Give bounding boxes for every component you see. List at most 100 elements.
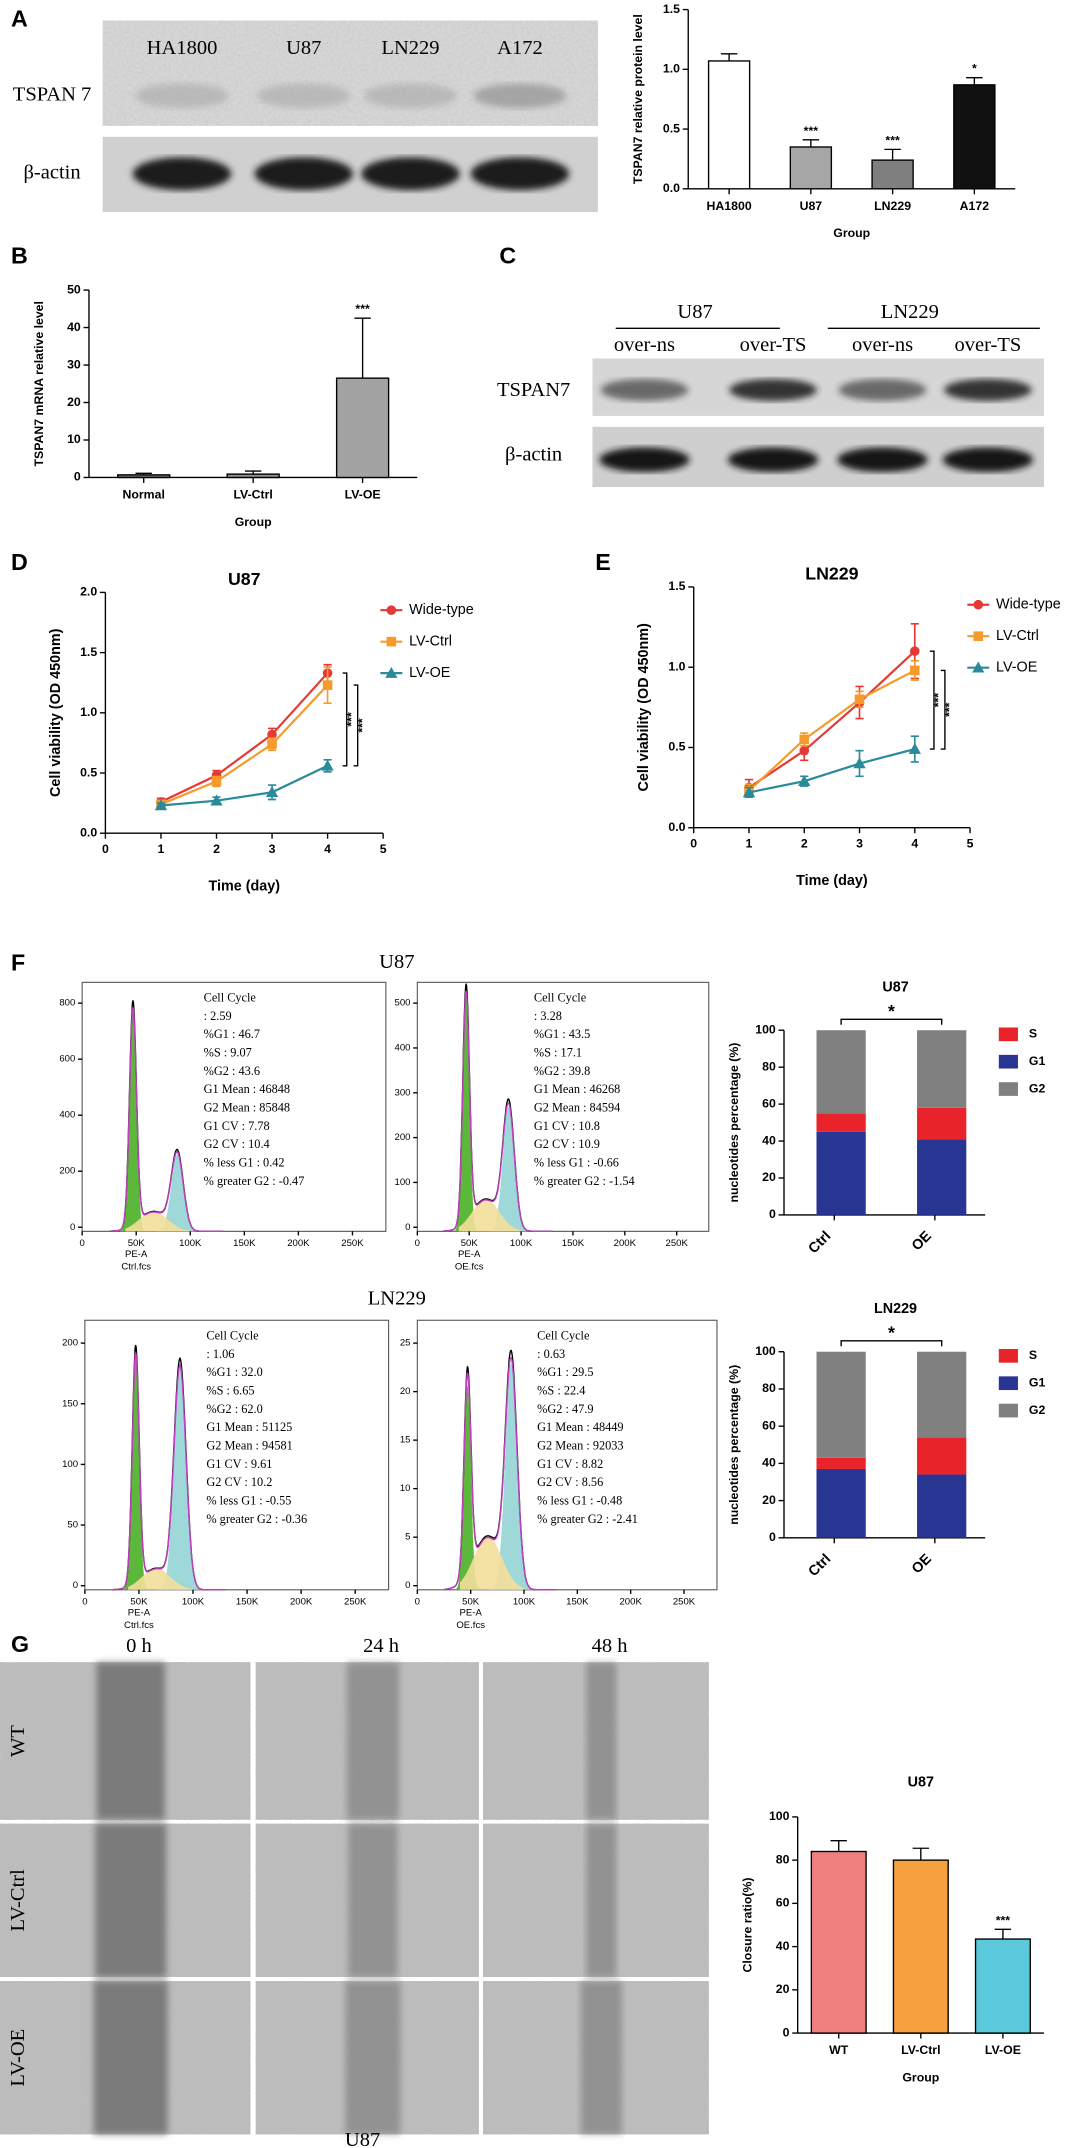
x-tick-label: 250K bbox=[666, 1238, 689, 1249]
g1-area bbox=[448, 994, 485, 1232]
lane-label: over-ns bbox=[852, 334, 913, 356]
file-name: OE.fcs bbox=[456, 1620, 485, 1631]
panel-letter: A bbox=[11, 6, 28, 32]
y-tick-label: 1.5 bbox=[668, 579, 685, 593]
x-tick-label: 1 bbox=[158, 842, 165, 856]
significance: * bbox=[888, 1323, 895, 1343]
fit-line bbox=[111, 1352, 226, 1591]
x-tick-label: 4 bbox=[324, 842, 331, 856]
bar-segment bbox=[917, 1107, 967, 1140]
bar bbox=[117, 474, 171, 479]
significance: *** bbox=[932, 693, 946, 708]
marker bbox=[322, 680, 333, 690]
stat-line: %G1 : 32.0 bbox=[206, 1365, 262, 1379]
flow-title: LN229 bbox=[368, 1287, 426, 1309]
y-tick-label: 500 bbox=[395, 998, 411, 1009]
sphase-area bbox=[460, 1535, 525, 1590]
bar bbox=[789, 146, 833, 190]
y-tick-label: 10 bbox=[67, 432, 81, 446]
y-tick-label: 60 bbox=[762, 1096, 776, 1110]
y-axis-label: Cell viability (OD 450nm) bbox=[636, 623, 652, 792]
row-label: TSPAN7 bbox=[497, 379, 570, 401]
panel-letter: G bbox=[11, 1631, 29, 1657]
line bbox=[160, 672, 329, 803]
stat-line: Cell Cycle bbox=[534, 991, 587, 1005]
x-tick-label: U87 bbox=[800, 199, 823, 213]
legend-label: LV-OE bbox=[996, 659, 1037, 675]
y-tick-label: 80 bbox=[762, 1381, 776, 1395]
panel-letter: D bbox=[11, 549, 28, 575]
x-tick-label: LN229 bbox=[874, 199, 911, 213]
stat-line: G2 Mean : 84594 bbox=[534, 1101, 620, 1115]
marker bbox=[265, 786, 279, 798]
y-tick-label: 60 bbox=[762, 1418, 776, 1432]
legend-label: G1 bbox=[1029, 1054, 1046, 1068]
stat-line: %G1 : 29.5 bbox=[537, 1365, 593, 1379]
stat-line: % less G1 : -0.66 bbox=[534, 1156, 619, 1170]
row-label: β-actin bbox=[23, 161, 80, 183]
lane-label: A172 bbox=[497, 37, 543, 59]
x-tick-label: 100K bbox=[182, 1597, 205, 1608]
x-tick-label: 0 bbox=[415, 1597, 420, 1608]
x-tick-label: LV-Ctrl bbox=[233, 488, 272, 502]
sphase-area bbox=[125, 1211, 191, 1232]
flow-title: U87 bbox=[379, 951, 414, 973]
stat-line: %S : 9.07 bbox=[204, 1046, 252, 1060]
stat-line: % less G1 : -0.48 bbox=[537, 1494, 622, 1508]
y-tick-label: 0 bbox=[73, 1580, 78, 1591]
y-tick-label: 0 bbox=[405, 1222, 410, 1233]
stat-line: % greater G2 : -0.36 bbox=[206, 1512, 307, 1526]
y-tick-label: 80 bbox=[776, 1852, 790, 1866]
row-label: TSPAN 7 bbox=[13, 83, 92, 105]
significance: * bbox=[888, 1001, 895, 1021]
y-tick-label: 1.0 bbox=[668, 659, 685, 673]
legend-marker bbox=[972, 661, 985, 673]
stat-line: : 0.63 bbox=[537, 1347, 565, 1361]
x-tick-label: WT bbox=[829, 2043, 849, 2057]
legend-label: LV-Ctrl bbox=[996, 628, 1039, 644]
row-label: LV-Ctrl bbox=[7, 1869, 29, 1932]
significance-bracket bbox=[840, 1018, 943, 1025]
y-tick-label: 40 bbox=[67, 320, 81, 334]
row-label: β-actin bbox=[505, 443, 562, 465]
y-tick-label: 1.0 bbox=[80, 705, 97, 719]
file-name: Ctrl.fcs bbox=[124, 1620, 154, 1631]
y-axis-label: TSPAN7 relative protein level bbox=[631, 14, 645, 184]
marker bbox=[798, 775, 811, 786]
significance-bracket bbox=[929, 650, 935, 750]
bar-segment bbox=[917, 1139, 967, 1215]
stat-line: G1 Mean : 46268 bbox=[534, 1082, 620, 1096]
legend-swatch bbox=[998, 1403, 1018, 1418]
stat-line: %G2 : 43.6 bbox=[204, 1064, 260, 1078]
y-axis-label: TSPAN7 mRNA relative level bbox=[32, 301, 46, 466]
legend-marker bbox=[385, 666, 398, 678]
bar bbox=[892, 1859, 949, 2034]
stat-line: %G2 : 39.8 bbox=[534, 1064, 590, 1078]
y-tick-label: 200 bbox=[62, 1338, 78, 1349]
marker bbox=[853, 757, 866, 769]
stat-line: Cell Cycle bbox=[537, 1329, 590, 1343]
x-tick-label: Normal bbox=[123, 488, 165, 502]
bar bbox=[953, 84, 996, 190]
y-tick-label: 0 bbox=[769, 1530, 776, 1544]
row-label: WT bbox=[7, 1725, 29, 1757]
bar-segment bbox=[816, 1131, 866, 1215]
bar bbox=[335, 377, 390, 479]
legend-marker bbox=[386, 636, 397, 647]
x-axis-label: Group bbox=[235, 515, 272, 529]
y-tick-label: 200 bbox=[395, 1132, 411, 1143]
y-tick-label: 50 bbox=[67, 1520, 78, 1531]
band bbox=[599, 447, 690, 473]
y-tick-label: 15 bbox=[400, 1435, 411, 1446]
legend-swatch bbox=[998, 1054, 1018, 1069]
line bbox=[748, 650, 916, 789]
marker bbox=[910, 646, 920, 656]
y-tick-label: 1.0 bbox=[663, 62, 680, 76]
time-label: 0 h bbox=[126, 1635, 152, 1657]
marker bbox=[321, 759, 334, 771]
stat-line: Cell Cycle bbox=[206, 1329, 259, 1343]
bar-segment bbox=[917, 1351, 967, 1438]
significance-bracket bbox=[840, 1340, 943, 1347]
stat-line: %G1 : 46.7 bbox=[204, 1027, 260, 1041]
legend-label: Wide-type bbox=[996, 597, 1061, 613]
